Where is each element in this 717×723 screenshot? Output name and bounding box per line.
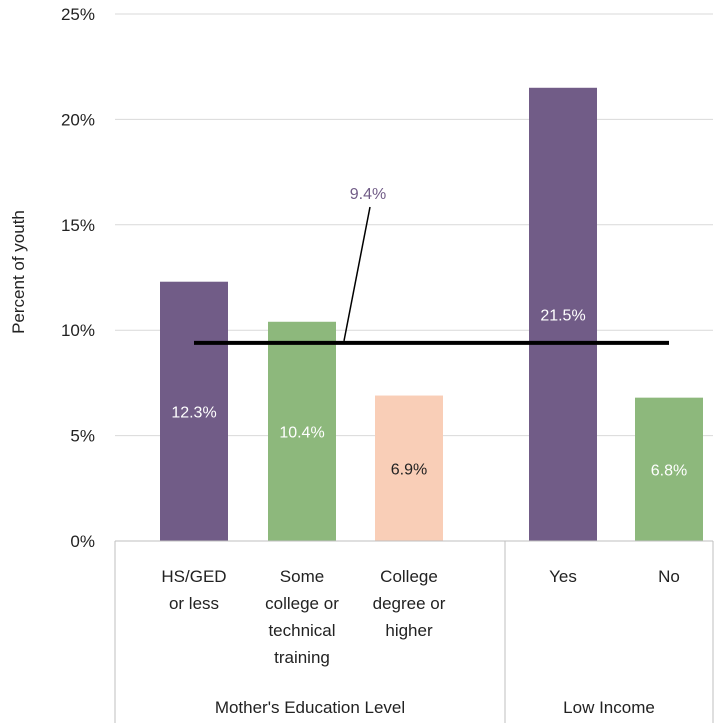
bar [268,321,336,541]
bars [160,87,703,541]
reference-label: 9.4% [350,186,386,203]
bar [635,397,703,541]
y-tick-label: 10% [61,321,95,340]
x-category-label: Yes [549,567,577,586]
y-axis-label: Percent of youth [9,210,28,334]
x-category-label: college or [265,594,339,613]
bar [160,281,228,541]
x-category-label: higher [385,621,433,640]
y-tick-label: 20% [61,110,95,129]
x-category-label: or less [169,594,219,613]
data-label: 21.5% [540,307,585,324]
reference-line: 9.4% [194,186,669,345]
y-tick-label: 0% [70,532,95,551]
data-label: 6.8% [651,462,687,479]
y-tick-label: 25% [61,5,95,24]
x-group-label: Low Income [563,698,655,717]
x-category-label: technical [268,621,335,640]
reference-leader-line [343,206,371,341]
x-category-label: HS/GED [161,567,226,586]
y-axis-tick-labels: 0% 5% 10% 15% 20% 25% [61,5,95,551]
data-label: 10.4% [279,424,324,441]
x-axis: HS/GED or less Some college or technical trai… [114,540,714,723]
y-tick-label: 5% [70,427,95,446]
x-category-label: degree or [373,594,446,613]
x-category-label: training [274,648,330,667]
bar [375,395,443,541]
data-label: 6.9% [391,461,427,478]
x-category-label: Some [280,567,324,586]
x-category-label: College [380,567,438,586]
bar [529,87,597,541]
data-labels: 12.3% 10.4% 6.9% 21.5% 6.8% [171,307,687,479]
y-tick-label: 15% [61,216,95,235]
x-category-label: No [658,567,680,586]
data-label: 12.3% [171,404,216,421]
x-group-label: Mother's Education Level [215,698,405,717]
